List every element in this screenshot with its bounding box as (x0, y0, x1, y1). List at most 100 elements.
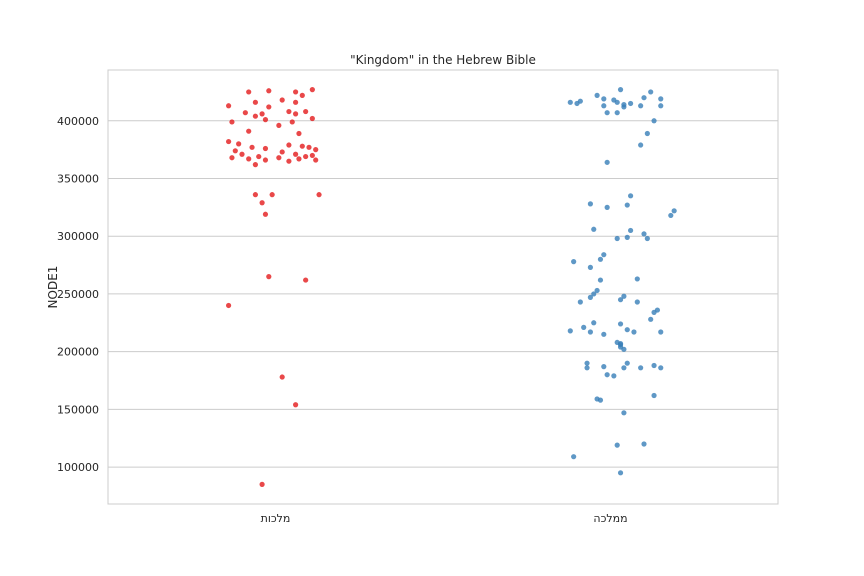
x-tick-label: ממלכה (593, 512, 627, 525)
data-point (313, 147, 319, 153)
data-point (226, 103, 232, 109)
data-point (658, 365, 664, 371)
data-point (246, 89, 252, 95)
data-point (226, 302, 232, 309)
data-point (651, 362, 657, 369)
data-point (597, 256, 604, 262)
data-point (252, 162, 258, 168)
data-point (614, 235, 620, 242)
data-point (252, 99, 258, 105)
data-point (651, 309, 657, 315)
data-point (638, 103, 644, 109)
data-point (628, 227, 634, 234)
data-point (621, 410, 627, 416)
data-point (614, 110, 620, 116)
data-point (256, 153, 262, 160)
data-point (591, 226, 597, 232)
data-point (648, 89, 654, 95)
data-point (226, 138, 232, 145)
y-tick-label: 350000 (57, 173, 99, 186)
data-point (246, 128, 252, 134)
data-point (621, 365, 627, 371)
data-point (614, 442, 620, 448)
data-point (621, 293, 627, 299)
data-point (577, 299, 583, 305)
data-point (293, 111, 299, 117)
data-point (597, 277, 604, 283)
data-point (293, 151, 299, 157)
data-point (236, 141, 242, 147)
data-point (293, 402, 299, 408)
y-tick-label: 150000 (57, 403, 99, 416)
data-point (239, 151, 245, 157)
data-point (571, 454, 577, 460)
data-point (567, 328, 573, 334)
data-point (651, 392, 657, 399)
data-point (638, 142, 644, 148)
data-point (259, 111, 265, 117)
data-point (296, 156, 302, 162)
y-axis-label: NODE1 (46, 266, 60, 309)
data-point (286, 158, 292, 164)
data-point (641, 95, 647, 101)
plot-frame (107, 69, 779, 505)
data-point (259, 481, 265, 487)
data-point (286, 108, 292, 115)
data-point (303, 153, 309, 160)
data-point (276, 122, 282, 129)
data-point (252, 192, 258, 198)
data-point (293, 89, 299, 95)
y-tick-label: 300000 (57, 230, 99, 243)
data-point (671, 208, 677, 214)
data-point (611, 373, 617, 379)
data-point (634, 276, 640, 282)
data-point (601, 364, 607, 370)
data-point (286, 142, 292, 148)
data-point (601, 103, 607, 109)
data-point (584, 360, 590, 366)
data-point (296, 130, 302, 137)
data-point (299, 92, 305, 98)
y-tick-label: 400000 (57, 115, 99, 128)
grid-lines (108, 120, 778, 468)
x-tick-labels: מלכות ממלכה (261, 512, 628, 525)
data-points (226, 87, 677, 487)
data-point (306, 144, 312, 150)
data-point (571, 259, 577, 265)
data-point (624, 202, 630, 208)
data-point (262, 211, 269, 217)
data-point (279, 97, 285, 103)
data-point (641, 441, 647, 447)
data-point (249, 144, 255, 150)
y-tick-labels: 100000 150000 200000 250000 300000 350000 4000… (57, 115, 99, 474)
data-point (594, 92, 600, 98)
data-point (601, 96, 607, 102)
data-point (229, 155, 235, 161)
data-point (279, 374, 285, 380)
data-point (567, 99, 573, 105)
data-point (316, 192, 322, 198)
data-point (293, 99, 299, 105)
data-point (299, 143, 305, 149)
data-point (262, 157, 269, 163)
data-point (648, 316, 654, 322)
chart-title: "Kingdom" in the Hebrew Bible (350, 53, 536, 67)
data-point (628, 193, 634, 199)
data-point (601, 331, 607, 337)
data-point (641, 231, 647, 237)
data-point (621, 346, 627, 352)
data-point (584, 365, 590, 371)
data-point (634, 299, 640, 305)
data-point (621, 104, 627, 110)
data-point (668, 212, 674, 219)
data-point (614, 99, 620, 105)
data-point (628, 100, 634, 107)
data-point (587, 264, 594, 270)
data-point (591, 320, 597, 326)
data-point (658, 329, 664, 335)
data-point (303, 277, 309, 283)
data-point (617, 321, 624, 327)
data-point (617, 470, 624, 476)
